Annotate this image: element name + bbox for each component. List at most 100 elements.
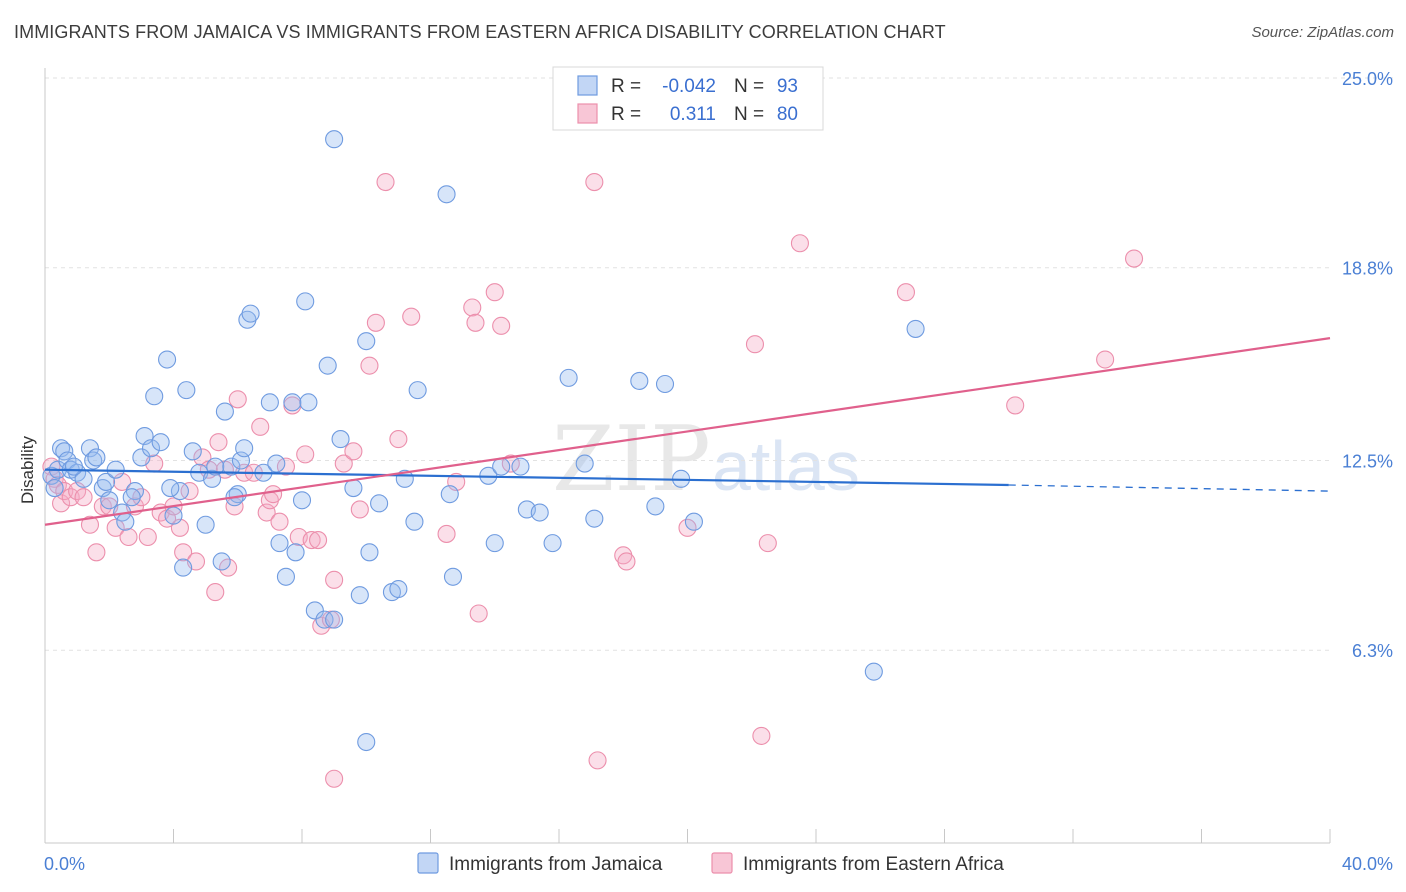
eastern-africa-point — [585, 172, 604, 192]
jamaica-point — [331, 430, 350, 449]
y-tick-label: 25.0% — [1342, 69, 1393, 89]
eastern-africa-point — [501, 454, 520, 473]
axes: 25.0% 18.8% 12.5% 6.3% 0.0% 40.0% — [44, 68, 1393, 874]
jamaica-point — [100, 491, 119, 510]
chart-title: IMMIGRANTS FROM JAMAICA VS IMMIGRANTS FR… — [14, 22, 946, 42]
eastern-africa-point — [463, 298, 482, 317]
jamaica-point — [485, 534, 504, 553]
jamaica-point — [305, 601, 324, 620]
x-tick-label: 40.0% — [1342, 854, 1393, 874]
jamaica-trend-line — [44, 468, 1009, 487]
jamaica-point — [170, 482, 189, 501]
jamaica-point — [292, 491, 312, 510]
eastern-africa-point — [106, 518, 125, 537]
jamaica-point — [543, 534, 562, 553]
jamaica-point — [84, 451, 103, 470]
eastern-africa-point — [745, 335, 765, 354]
eastern-africa-point — [344, 442, 363, 461]
y-tick-label: 18.8% — [1342, 259, 1393, 279]
legend-r-value-2: 0.311 — [670, 104, 716, 125]
legend-jamaica-label: Immigrants from Jamaica — [449, 854, 663, 875]
legend-r-label-2: R = — [611, 104, 641, 125]
jamaica-point — [145, 387, 164, 406]
jamaica-point — [141, 439, 161, 458]
watermark-zip: ZIP — [552, 407, 711, 512]
eastern-africa-point — [485, 283, 504, 302]
jamaica-point — [389, 579, 408, 599]
jamaica-point — [318, 356, 337, 375]
legend-n-label-2: N = — [734, 104, 764, 125]
jamaica-point — [357, 332, 376, 351]
legend-jamaica-swatch — [417, 852, 439, 874]
gridlines — [45, 77, 1393, 651]
eastern-africa-point — [325, 769, 344, 788]
jamaica-point — [344, 478, 363, 498]
jamaica-point — [437, 185, 456, 204]
stats-legend: R = -0.042 N = 93 R = 0.311 N = 80 — [552, 66, 824, 131]
jamaica-point — [164, 506, 183, 525]
jamaica-point — [315, 610, 334, 629]
jamaica-point — [222, 457, 241, 476]
jamaica-point — [235, 439, 254, 458]
eastern-africa-point — [138, 527, 157, 547]
eastern-africa-point — [80, 515, 100, 534]
jamaica-point — [299, 393, 318, 412]
eastern-africa-point — [790, 234, 809, 253]
legend-n-value-1: 93 — [777, 76, 798, 97]
jamaica-point — [325, 130, 344, 149]
jamaica-point — [559, 368, 578, 387]
jamaica-point — [177, 381, 196, 400]
eastern-africa-point — [360, 356, 379, 375]
legend-n-label-1: N = — [734, 76, 764, 97]
eastern-africa-swatch — [577, 103, 598, 124]
jamaica-point — [151, 433, 170, 452]
eastern-africa-point — [366, 313, 385, 332]
eastern-africa-point — [466, 313, 485, 332]
jamaica-point — [286, 543, 305, 562]
jamaica-point — [357, 732, 376, 752]
jamaica-trend-extension — [1008, 484, 1331, 492]
eastern-africa-point — [302, 531, 321, 550]
jamaica-point — [296, 292, 315, 311]
jamaica-point — [215, 402, 234, 421]
jamaica-point — [132, 448, 151, 467]
eastern-africa-point — [270, 512, 289, 531]
eastern-africa-point — [276, 457, 295, 476]
eastern-africa-point — [228, 390, 247, 409]
eastern-africa-point — [617, 552, 636, 571]
jamaica-point — [45, 478, 64, 498]
jamaica-point — [440, 485, 459, 504]
jamaica-point — [116, 512, 135, 531]
eastern-africa-point — [376, 172, 395, 192]
jamaica-point — [212, 552, 231, 571]
jamaica-point — [161, 478, 180, 498]
eastern-africa-point — [588, 751, 607, 770]
eastern-africa-point — [309, 531, 328, 550]
eastern-africa-point — [251, 417, 270, 436]
legend-eastern-africa-label: Immigrants from Eastern Africa — [743, 854, 1004, 875]
jamaica-point — [196, 515, 215, 534]
jamaica-point — [360, 543, 379, 562]
jamaica-point — [325, 610, 344, 629]
y-tick-label: 6.3% — [1352, 641, 1393, 661]
jamaica-point — [684, 512, 703, 531]
jamaica-point — [64, 457, 83, 476]
jamaica-point — [96, 472, 116, 491]
jamaica-point — [646, 497, 665, 516]
eastern-africa-point — [752, 726, 771, 745]
legend-eastern-africa-swatch — [711, 852, 733, 874]
eastern-africa-point — [119, 527, 138, 547]
jamaica-point — [267, 454, 286, 473]
eastern-africa-point — [492, 316, 511, 335]
x-tick-label: 0.0% — [44, 854, 85, 874]
eastern-africa-point — [1006, 396, 1025, 415]
watermark-atlas: atlas — [712, 427, 860, 505]
eastern-africa-point — [350, 500, 369, 519]
jamaica-point — [241, 304, 260, 323]
eastern-africa-point — [180, 482, 199, 501]
jamaica-point — [260, 393, 279, 412]
jamaica-point — [906, 319, 925, 338]
jamaica-point — [864, 662, 883, 681]
jamaica-point — [575, 454, 594, 473]
